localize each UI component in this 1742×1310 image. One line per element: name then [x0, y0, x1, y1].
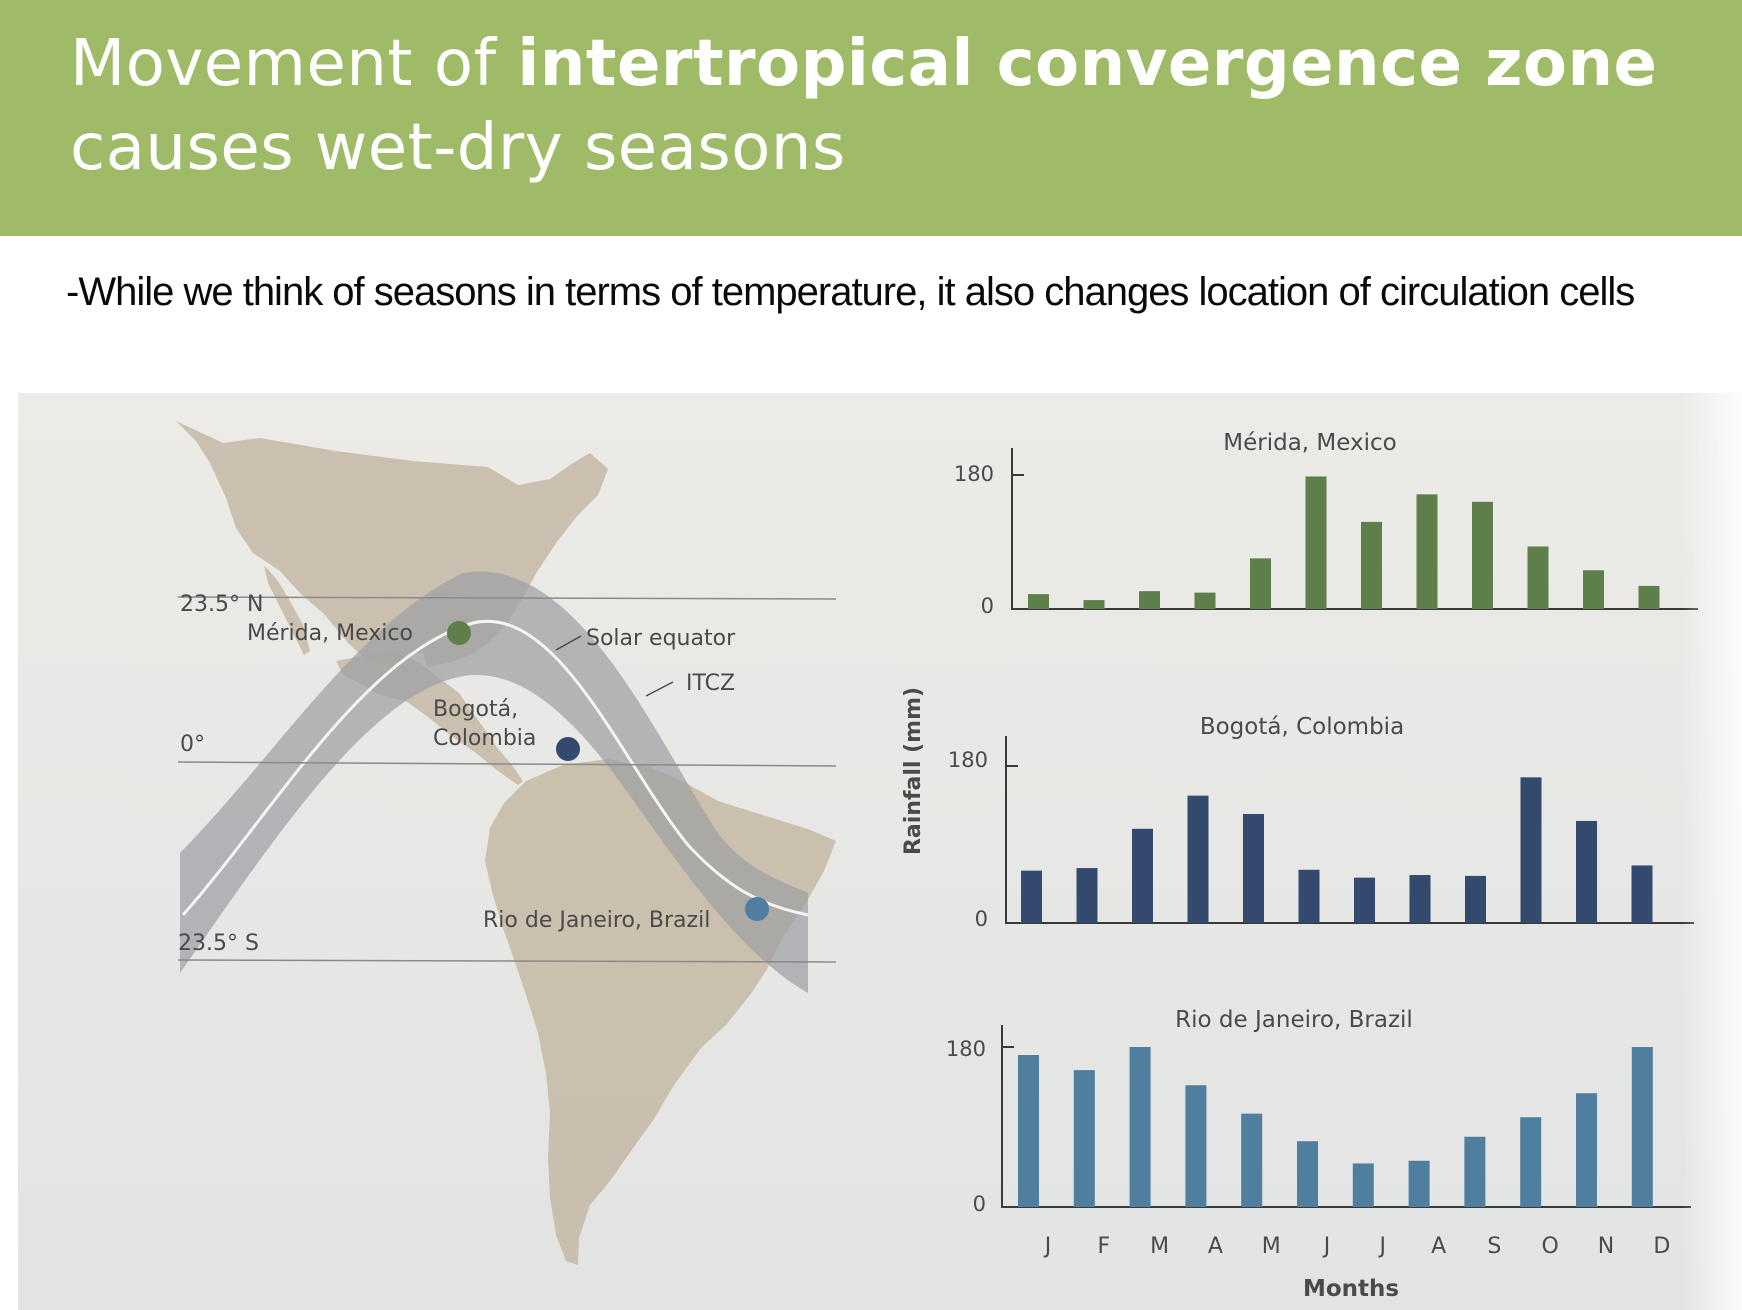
bar-a-7	[1416, 494, 1438, 609]
y-tick-label-180: 180	[946, 1037, 986, 1061]
chart-axis	[1005, 736, 1694, 924]
title-banner: Movement of intertropical convergence zo…	[0, 0, 1742, 236]
bar-f-1	[1073, 1070, 1095, 1207]
bar-m-4	[1241, 1113, 1263, 1207]
bar-m-4	[1243, 813, 1264, 923]
chart-title-merida: Mérida, Mexico	[1223, 430, 1396, 456]
bar-j-5	[1305, 476, 1327, 609]
photo-edge-shade	[1682, 393, 1742, 1310]
month-label-2: M	[1150, 1234, 1169, 1259]
chart-axis	[1011, 448, 1698, 610]
title-bold: intertropical convergence zone	[517, 27, 1658, 101]
bar-o-9	[1520, 777, 1542, 923]
bar-m-2	[1132, 828, 1153, 923]
bar-j-0	[1028, 594, 1049, 609]
bar-j-5	[1297, 1141, 1318, 1207]
latitude-line-north	[177, 596, 837, 600]
bar-d-11	[1631, 1047, 1653, 1207]
bar-s-8	[1464, 1136, 1486, 1207]
bar-d-11	[1638, 585, 1660, 609]
bogota-marker	[556, 737, 580, 761]
figure-canvas: 23.5° N 0° 23.5° S Solar equator ITCZ Mé…	[176, 421, 1698, 1302]
bar-m-2	[1139, 591, 1160, 609]
chart-panel-rio: Rio de Janeiro, Brazil 180 0	[946, 1007, 1691, 1216]
label-solar-equator: Solar equator	[586, 626, 736, 651]
month-label-1: F	[1097, 1234, 1110, 1259]
chart-panel-merida: Mérida, Mexico 180 0	[954, 430, 1698, 618]
bar-n-10	[1583, 570, 1604, 609]
chart-title-rio: Rio de Janeiro, Brazil	[1175, 1007, 1413, 1033]
itcz-leader	[645, 681, 674, 697]
chart-title-bogota: Bogotá, Colombia	[1200, 714, 1404, 740]
bar-f-1	[1076, 868, 1098, 923]
bar-o-9	[1520, 1117, 1542, 1207]
x-axis-label: Months	[1303, 1276, 1399, 1302]
title-part1: Movement of	[70, 27, 518, 101]
bar-d-11	[1631, 865, 1653, 923]
bar-m-2	[1129, 1047, 1151, 1207]
month-label-10: N	[1598, 1234, 1614, 1259]
rainfall-charts: Rainfall (mm) Mérida, Mexico 180 0 Bogot…	[901, 430, 1698, 1302]
bar-n-10	[1576, 1093, 1597, 1207]
bar-n-10	[1576, 820, 1597, 923]
baja-peninsula	[264, 565, 310, 655]
bar-f-1	[1083, 600, 1105, 609]
label-bogota-line2: Colombia	[433, 726, 536, 751]
merida-marker	[447, 621, 471, 645]
bar-a-3	[1187, 795, 1209, 923]
label-23-5-south: 23.5° S	[178, 931, 259, 956]
title-part2: causes wet-dry seasons	[70, 111, 846, 185]
chart-panel-bogota: Bogotá, Colombia 180 0	[948, 714, 1694, 931]
bar-j-6	[1354, 877, 1375, 923]
americas-map: 23.5° N 0° 23.5° S Solar equator ITCZ Mé…	[176, 421, 837, 1265]
month-label-3: A	[1208, 1234, 1223, 1259]
y-tick-label-180: 180	[954, 462, 994, 486]
bar-a-3	[1194, 592, 1216, 609]
label-23-5-north: 23.5° N	[180, 592, 263, 617]
label-itcz: ITCZ	[686, 671, 735, 696]
slide-title: Movement of intertropical convergence zo…	[70, 22, 1690, 190]
bar-o-9	[1527, 546, 1549, 609]
solar-equator-line	[181, 619, 809, 917]
y-tick-label-0: 0	[975, 907, 988, 931]
bar-j-6	[1361, 521, 1382, 609]
bar-s-8	[1472, 501, 1493, 609]
bar-a-7	[1408, 1160, 1430, 1207]
bar-j-6	[1352, 1163, 1374, 1207]
month-label-6: J	[1378, 1234, 1387, 1259]
y-axis-label: Rainfall (mm)	[901, 687, 926, 855]
month-label-5: J	[1322, 1234, 1331, 1259]
month-label-8: S	[1487, 1234, 1501, 1259]
bar-j-5	[1298, 869, 1320, 923]
latitude-line-south	[177, 959, 837, 963]
month-label-4: M	[1262, 1234, 1281, 1259]
label-equator: 0°	[180, 732, 205, 757]
bar-j-0	[1021, 870, 1042, 923]
y-tick-label-180: 180	[948, 748, 988, 772]
month-label-0: J	[1043, 1234, 1052, 1259]
bar-m-4	[1250, 558, 1271, 609]
itcz-band	[180, 571, 808, 993]
bar-a-3	[1185, 1085, 1207, 1207]
label-bogota-line1: Bogotá,	[433, 697, 518, 722]
label-rio: Rio de Janeiro, Brazil	[483, 908, 710, 933]
y-tick-label-0: 0	[981, 594, 994, 618]
month-label-11: D	[1653, 1234, 1670, 1259]
bar-j-0	[1018, 1055, 1039, 1207]
rio-marker	[745, 897, 769, 921]
chart-axis	[1001, 1025, 1691, 1208]
bar-a-7	[1409, 875, 1431, 923]
month-label-9: O	[1542, 1234, 1559, 1259]
label-merida: Mérida, Mexico	[247, 621, 413, 646]
latitude-line-equator	[177, 761, 837, 767]
bar-s-8	[1465, 875, 1486, 923]
slide-subtitle: -While we think of seasons in terms of t…	[66, 270, 1635, 314]
month-label-7: A	[1431, 1234, 1446, 1259]
solar-equator-leader	[555, 635, 582, 651]
y-tick-label-0: 0	[973, 1192, 986, 1216]
textbook-figure: 23.5° N 0° 23.5° S Solar equator ITCZ Mé…	[18, 393, 1742, 1310]
